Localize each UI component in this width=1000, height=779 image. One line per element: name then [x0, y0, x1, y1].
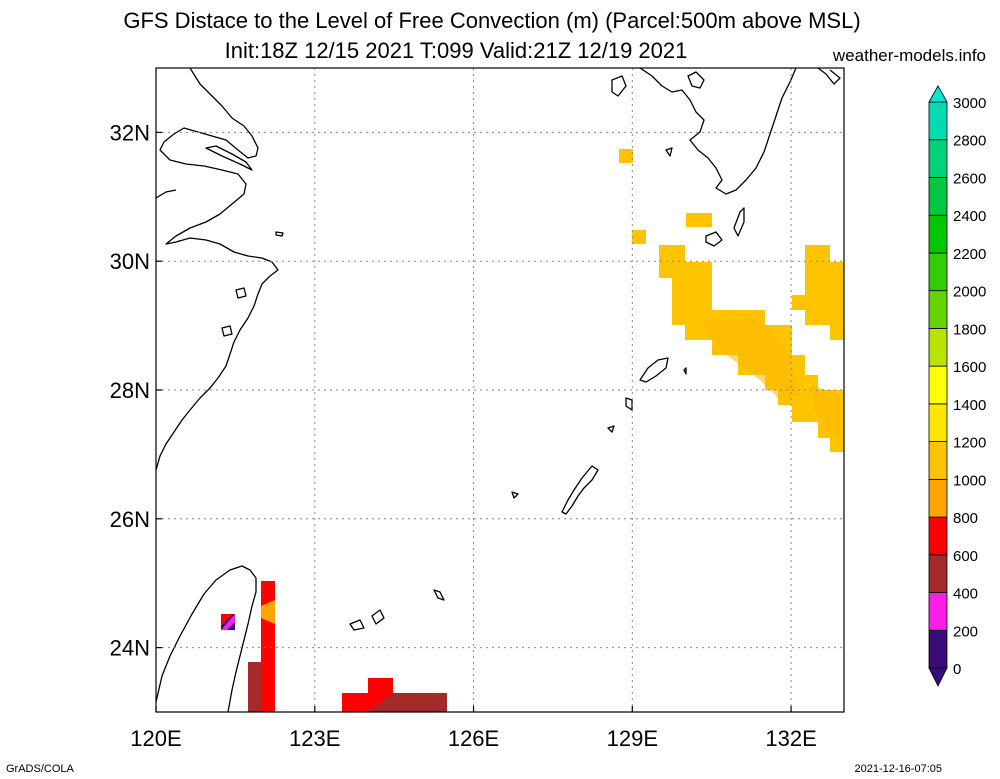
lat-tick-label: 26N [110, 507, 150, 532]
colorbar-label: 2800 [953, 133, 986, 150]
island [733, 207, 745, 237]
island [665, 147, 673, 157]
colorbar: 0 200 400 600 800 1000 1200 1400 1600 1800 2000 220… [928, 85, 986, 687]
island [687, 71, 705, 89]
island [625, 397, 633, 411]
colorbar-label: 0 [953, 661, 961, 678]
island [705, 231, 723, 247]
colorbar-band [928, 554, 948, 593]
island [611, 75, 627, 97]
lfc-field-area [221, 614, 233, 626]
colorbar-band [928, 290, 948, 329]
colorbar-band [928, 592, 948, 631]
lfc-field-area [221, 614, 235, 630]
lon-tick-label: 132E [765, 726, 816, 751]
lat-tick-label: 32N [110, 120, 150, 145]
colorbar-label: 1800 [953, 321, 986, 338]
island [817, 68, 841, 85]
colorbar-label: 800 [953, 510, 978, 527]
colorbar-label: 1600 [953, 359, 986, 376]
island [511, 491, 519, 499]
colorbar-label: 1000 [953, 472, 986, 489]
colorbar-label: 2400 [953, 208, 986, 225]
lfc-field-shade [700, 318, 800, 400]
longitude-axis: 120E 123E 126E 129E 132E [130, 706, 817, 751]
lfc-field-area [261, 600, 275, 624]
colorbar-band [928, 177, 948, 216]
lfc-field-area [248, 662, 261, 712]
lfc-field-area [632, 230, 646, 244]
colorbar-label: 2600 [953, 170, 986, 187]
map-title: GFS Distace to the Level of Free Convect… [123, 8, 861, 33]
colorbar-label: 600 [953, 548, 978, 565]
yangtze-estuary [205, 145, 253, 171]
colorbar-band [928, 101, 948, 141]
latitude-axis: 32N 30N 28N 26N 24N [110, 120, 162, 661]
island [275, 231, 284, 237]
china-coastline [156, 189, 177, 199]
colorbar-band [928, 478, 948, 518]
colorbar-label: 2000 [953, 284, 986, 301]
colorbar-label: 1400 [953, 397, 986, 414]
colorbar-band [928, 441, 948, 480]
lat-tick-label: 24N [110, 636, 150, 661]
footer-timestamp: 2021-12-16-07:05 [854, 763, 942, 775]
lon-tick-label: 120E [130, 726, 181, 751]
colorbar-band [928, 403, 948, 443]
lfc-field-shade [812, 385, 840, 440]
lfc-field-area [368, 693, 447, 712]
island [607, 425, 615, 433]
lon-tick-label: 126E [448, 726, 499, 751]
site-credit: weather-models.info [832, 46, 986, 65]
island [235, 287, 247, 299]
colorbar-band [928, 252, 948, 292]
lfc-field-area [261, 581, 275, 712]
island [349, 619, 365, 631]
map-grid [156, 68, 844, 712]
colorbar-band [928, 516, 948, 556]
lfc-field-area [619, 149, 633, 163]
taiwan-coastline [156, 565, 257, 712]
kyushu-coastline [639, 68, 797, 195]
colorbar-label: 200 [953, 623, 978, 640]
coastlines [156, 68, 841, 712]
colorbar-band [928, 139, 948, 178]
lfc-field-area [686, 213, 712, 227]
china-coastline [156, 68, 279, 471]
lon-tick-label: 123E [289, 726, 340, 751]
island [683, 367, 687, 375]
lon-tick-label: 129E [607, 726, 658, 751]
island [371, 609, 385, 625]
colorbar-band [928, 365, 948, 405]
lat-tick-label: 28N [110, 378, 150, 403]
colorbar-under-arrow [928, 667, 948, 687]
map-subtitle: Init:18Z 12/15 2021 T:099 Valid:21Z 12/1… [224, 38, 688, 63]
okinawa-coastline [561, 465, 599, 515]
lfc-field-area [792, 245, 844, 340]
island [433, 589, 445, 601]
footer-credit: GrADS/COLA [6, 763, 74, 775]
colorbar-label: 2200 [953, 246, 986, 263]
colorbar-band [928, 327, 948, 367]
colorbar-label: 400 [953, 586, 978, 603]
colorbar-band [928, 629, 948, 669]
lat-tick-label: 30N [110, 249, 150, 274]
colorbar-label: 3000 [953, 95, 986, 112]
colorbar-band [928, 214, 948, 254]
colorbar-over-arrow [928, 85, 948, 103]
amami-coastline [639, 357, 669, 383]
island [221, 325, 233, 337]
colorbar-label: 1200 [953, 435, 986, 452]
lfc-field [221, 149, 844, 712]
